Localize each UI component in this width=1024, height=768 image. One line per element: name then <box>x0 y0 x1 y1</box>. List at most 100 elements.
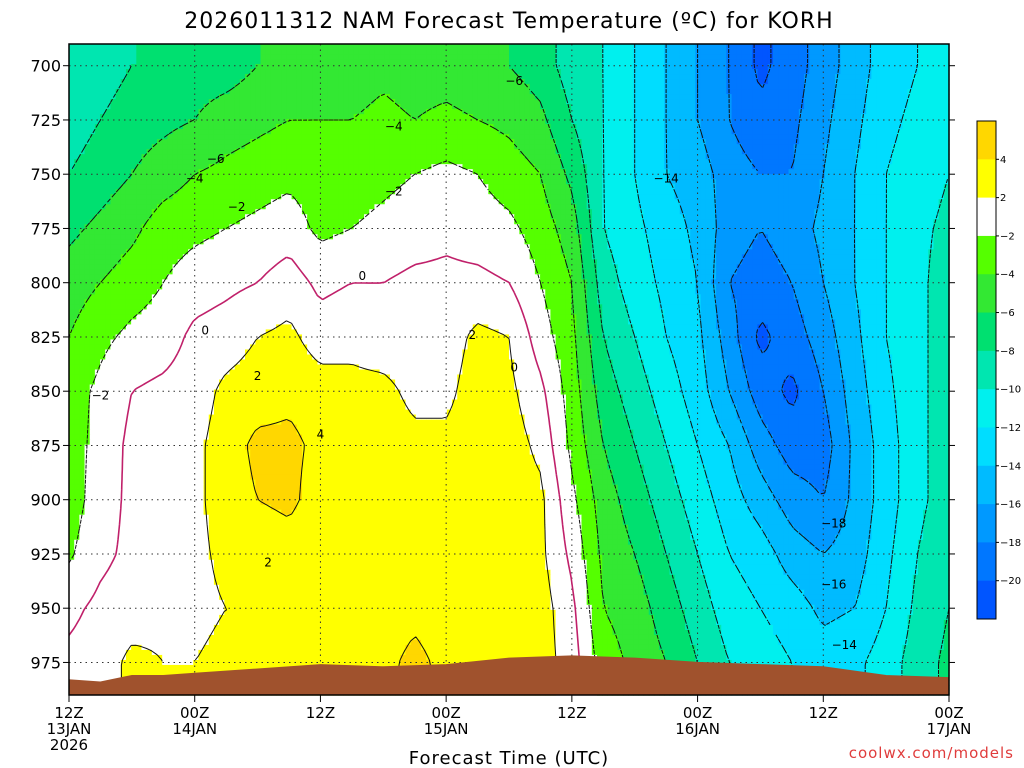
temperature-cell <box>353 54 360 60</box>
temperature-cell <box>529 139 536 145</box>
temperature-cell <box>441 134 448 140</box>
temperature-cell <box>814 114 821 120</box>
temperature-cell <box>845 169 852 175</box>
temperature-cell <box>260 119 267 125</box>
temperature-cell <box>861 139 867 145</box>
temperature-cell <box>798 169 805 175</box>
temperature-cell <box>415 94 422 100</box>
temperature-cell <box>182 124 189 130</box>
temperature-cell <box>700 44 707 50</box>
temperature-cell <box>876 49 883 55</box>
temperature-cell <box>664 64 671 70</box>
temperature-cell <box>778 119 784 125</box>
temperature-cell <box>286 49 293 55</box>
temperature-cell <box>250 179 256 185</box>
temperature-cell <box>819 159 826 165</box>
temperature-cell <box>291 94 298 100</box>
temperature-cell <box>198 174 205 180</box>
temperature-cell <box>421 139 427 145</box>
temperature-cell <box>358 84 365 90</box>
temperature-cell <box>524 64 531 70</box>
temperature-cell <box>224 109 231 115</box>
temperature-cell <box>690 104 696 110</box>
temperature-cell <box>467 124 474 130</box>
temperature-cell <box>861 119 867 125</box>
temperature-cell <box>162 139 168 145</box>
temperature-cell <box>829 99 836 105</box>
temperature-cell <box>105 74 112 80</box>
temperature-cell <box>488 119 495 125</box>
temperature-cell <box>441 184 448 190</box>
temperature-cell <box>581 79 588 85</box>
temperature-cell <box>198 94 205 100</box>
temperature-cell <box>467 54 474 60</box>
temperature-cell <box>405 129 412 135</box>
temperature-cell <box>79 129 86 135</box>
temperature-cell <box>581 104 588 110</box>
temperature-cell <box>902 129 909 135</box>
temperature-cell <box>607 134 614 140</box>
temperature-cell <box>633 84 640 90</box>
temperature-cell <box>628 124 634 130</box>
temperature-cell <box>270 144 277 150</box>
temperature-cell <box>907 104 914 110</box>
temperature-cell <box>545 84 552 90</box>
temperature-cell <box>809 49 816 55</box>
temperature-cell <box>472 104 479 110</box>
temperature-cell <box>255 119 262 125</box>
temperature-cell <box>369 139 376 145</box>
temperature-cell <box>157 119 163 125</box>
temperature-cell <box>788 54 795 60</box>
temperature-cell <box>845 144 852 150</box>
temperature-cell <box>338 169 344 175</box>
temperature-cell <box>902 149 909 155</box>
temperature-cell <box>89 174 96 180</box>
temperature-cell <box>193 109 200 115</box>
temperature-cell <box>100 189 106 195</box>
temperature-cell <box>338 174 344 180</box>
temperature-cell <box>716 74 722 80</box>
temperature-cell <box>265 79 272 85</box>
temperature-cell <box>778 179 784 185</box>
temperature-cell <box>622 179 629 185</box>
temperature-cell <box>182 129 189 135</box>
temperature-cell <box>245 154 251 160</box>
temperature-cell <box>333 124 339 130</box>
temperature-cell <box>685 59 691 65</box>
temperature-cell <box>555 134 562 140</box>
temperature-cell <box>752 109 759 115</box>
temperature-cell <box>550 79 557 85</box>
temperature-cell <box>182 179 189 185</box>
temperature-cell <box>586 89 593 95</box>
temperature-cell <box>167 84 174 90</box>
temperature-cell <box>172 139 179 145</box>
temperature-cell <box>234 69 241 75</box>
temperature-cell <box>902 54 909 60</box>
temperature-cell <box>374 184 381 190</box>
temperature-cell <box>690 139 696 145</box>
temperature-cell <box>529 99 536 105</box>
temperature-cell <box>814 44 821 50</box>
temperature-cell <box>270 44 277 50</box>
temperature-cell <box>607 129 614 135</box>
temperature-cell <box>301 159 308 165</box>
temperature-cell <box>622 114 629 120</box>
temperature-cell <box>571 139 577 145</box>
temperature-cell <box>783 119 790 125</box>
temperature-cell <box>374 119 381 125</box>
temperature-cell <box>136 49 143 55</box>
temperature-cell <box>912 54 919 60</box>
temperature-cell <box>69 149 75 155</box>
temperature-cell <box>669 89 676 95</box>
temperature-cell <box>188 189 194 195</box>
temperature-cell <box>550 44 557 50</box>
temperature-cell <box>855 169 862 175</box>
temperature-cell <box>943 134 950 140</box>
temperature-cell <box>716 99 722 105</box>
temperature-cell <box>741 144 748 150</box>
temperature-cell <box>886 129 893 135</box>
temperature-cell <box>74 109 80 115</box>
temperature-cell <box>229 94 236 100</box>
temperature-cell <box>389 144 396 150</box>
temperature-cell <box>358 174 365 180</box>
